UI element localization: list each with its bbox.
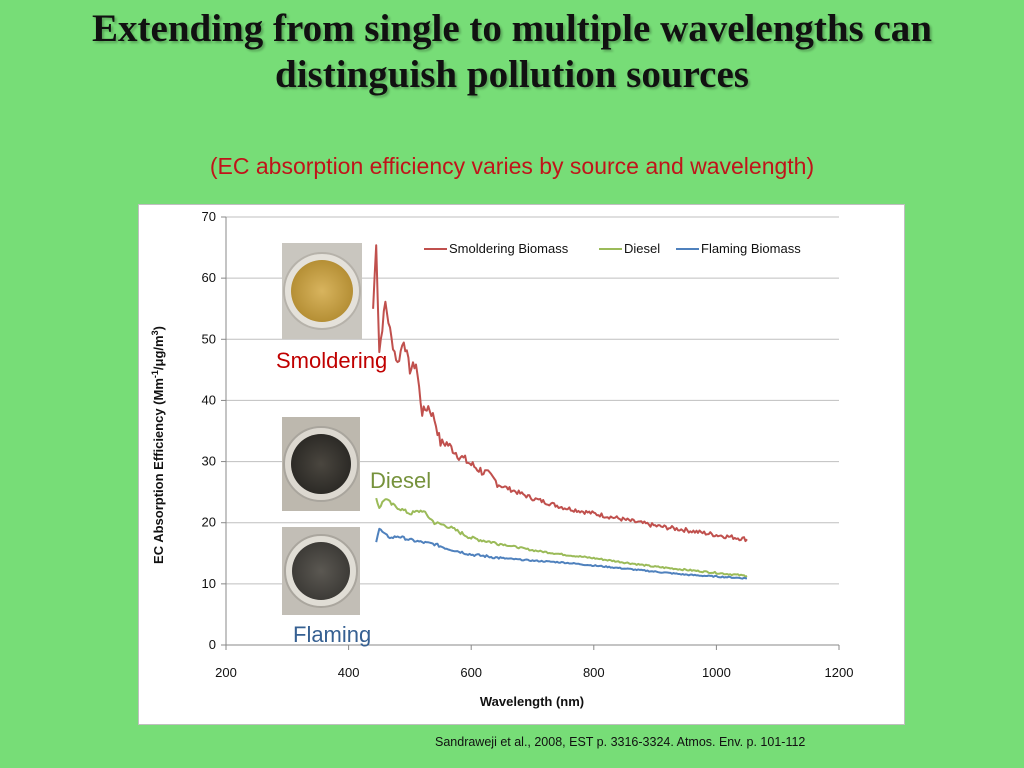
axes [221, 216, 840, 650]
line-chart: 0 10 20 30 40 50 60 70 200 400 600 800 1000 1200 Smo… [150, 209, 853, 709]
x-axis-title: Wavelength (nm) [480, 694, 584, 709]
y-tick-label: 60 [202, 270, 216, 285]
annotation-smoldering: Smoldering [276, 348, 387, 373]
series-line-diesel [375, 497, 748, 578]
legend-label-flaming: Flaming Biomass [701, 241, 801, 256]
x-tick-label: 1000 [702, 665, 731, 680]
smoldering-filter-photo [282, 243, 362, 339]
x-tick-label: 400 [338, 665, 360, 680]
flaming-filter-photo [282, 527, 360, 615]
y-tick-label: 10 [202, 576, 216, 591]
y-tick-label: 70 [202, 209, 216, 224]
slide-title-line2: distinguish pollution sources [275, 53, 749, 96]
series-line-smoldering [372, 244, 748, 543]
y-axis-title-sup2: 3 [150, 330, 160, 335]
y-tick-label: 30 [202, 454, 216, 469]
y-axis-title-main: EC Absorption Efficiency (Mm [151, 378, 166, 564]
x-tick-label: 600 [460, 665, 482, 680]
slide-title: Extending from single to multiple wavele… [0, 6, 1024, 98]
data-series [372, 244, 748, 580]
diesel-filter-photo [282, 417, 360, 511]
legend-label-diesel: Diesel [624, 241, 660, 256]
legend: Smoldering Biomass Diesel Flaming Biomas… [424, 241, 801, 256]
legend-label-smoldering: Smoldering Biomass [449, 241, 569, 256]
y-tick-label: 40 [202, 392, 216, 407]
series-line-flaming [375, 527, 748, 580]
slide-subtitle: (EC absorption efficiency varies by sour… [209, 153, 815, 179]
citation: Sandraweji et al., 2008, EST p. 3316-332… [435, 735, 806, 749]
x-tick-label: 1200 [825, 665, 854, 680]
y-tick-label: 20 [202, 515, 216, 530]
y-axis-title-sup1: -1 [150, 370, 160, 378]
y-tick-labels: 0 10 20 30 40 50 60 70 [202, 209, 216, 652]
y-axis-title-end: ) [151, 326, 166, 330]
y-tick-label: 50 [202, 331, 216, 346]
y-axis-title: EC Absorption Efficiency (Mm-1/μg/m3) [150, 326, 166, 564]
x-tick-labels: 200 400 600 800 1000 1200 [215, 665, 853, 680]
annotation-diesel: Diesel [370, 468, 431, 493]
x-tick-label: 800 [583, 665, 605, 680]
chart-container: 0 10 20 30 40 50 60 70 200 400 600 800 1000 1200 Smo… [138, 204, 905, 725]
y-axis-title-mid: /μg/m [151, 335, 166, 370]
slide-title-line1: Extending from single to multiple wavele… [92, 7, 932, 50]
y-tick-label: 0 [209, 637, 216, 652]
x-tick-label: 200 [215, 665, 237, 680]
annotation-flaming: Flaming [293, 622, 371, 647]
